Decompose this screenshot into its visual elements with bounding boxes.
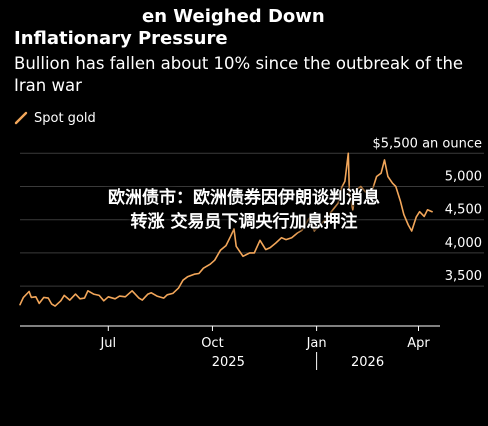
news-overlay-line-2: 转涨 交易员下调央行加息押注 — [130, 212, 358, 232]
chart-legend: Spot gold — [14, 108, 96, 128]
y-tick-label: 4,500 — [445, 203, 482, 218]
x-tick-label: Apr — [407, 336, 430, 351]
y-tick-label: 5,000 — [445, 170, 482, 185]
y-tick-label: 3,500 — [445, 269, 482, 284]
x-year-label: 2025 — [212, 355, 245, 370]
chart-title-line-1: en Weighed Down — [142, 6, 325, 27]
y-tick-label: 4,000 — [445, 236, 482, 251]
chart-title: en Weighed Down Inflationary Pressure — [14, 6, 484, 50]
x-tick-label: Jan — [306, 336, 327, 351]
legend-label-spot-gold: Spot gold — [34, 110, 96, 126]
y-tick-label: $5,500 an ounce — [372, 136, 482, 151]
legend-line-icon — [14, 111, 28, 125]
chart-title-line-2: Inflationary Pressure — [14, 28, 228, 49]
x-tick-label: Oct — [201, 336, 223, 351]
series-line-spot-gold — [19, 152, 433, 307]
chart-subtitle: Bullion has fallen about 10% since the o… — [14, 54, 464, 95]
x-year-label: 2026 — [351, 355, 384, 370]
news-overlay-caption: 欧洲债市：欧洲债券因伊朗谈判消息 转涨 交易员下调央行加息押注 — [0, 186, 488, 234]
x-tick-label: Jul — [99, 336, 116, 351]
news-overlay-line-1: 欧洲债市：欧洲债券因伊朗谈判消息 — [108, 188, 380, 208]
